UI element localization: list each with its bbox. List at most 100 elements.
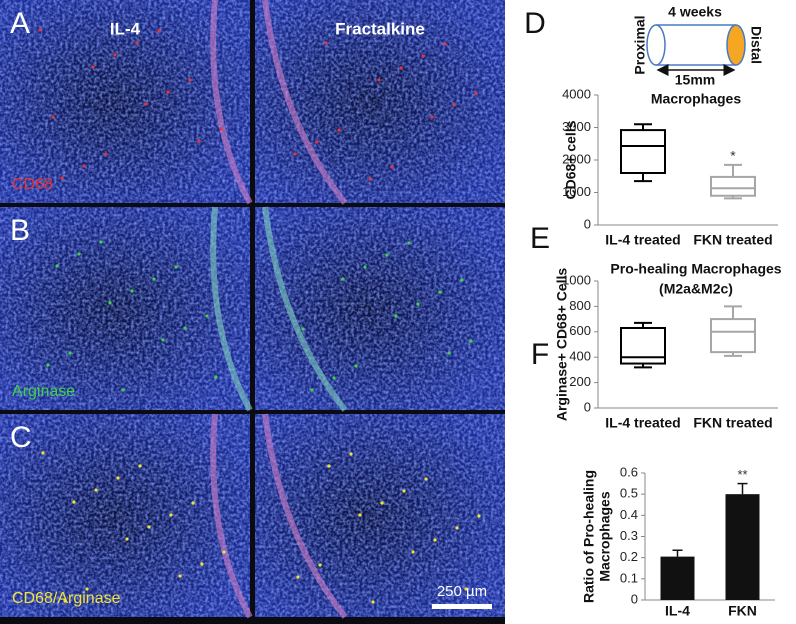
stain-label: CD68/Arginase	[12, 590, 121, 607]
y-tick-label: 800	[569, 298, 591, 313]
stain-dot	[222, 550, 226, 554]
stain-dot	[315, 140, 319, 144]
stain-dot	[301, 327, 305, 331]
stain-label: CD68	[12, 176, 53, 193]
stain-dot	[363, 265, 367, 269]
stain-dot	[416, 302, 420, 306]
stain-dot	[77, 252, 81, 256]
stain-dot	[296, 575, 300, 579]
y-axis-label: CD68+ cells	[563, 120, 579, 199]
stain-dot	[354, 364, 358, 368]
y-axis-label: Arginase+ CD68+ Cells	[554, 268, 570, 422]
stain-dot	[94, 488, 98, 492]
stain-dot	[60, 176, 64, 180]
stain-dot	[368, 177, 372, 181]
stain-dot	[390, 165, 394, 169]
stain-dot	[166, 90, 170, 94]
stain-dot	[68, 351, 72, 355]
stain-dot	[72, 500, 76, 504]
stain-dot	[377, 78, 381, 82]
proximal-label: Proximal	[632, 15, 648, 74]
stain-dot	[46, 363, 50, 367]
stain-dot	[402, 489, 406, 493]
tube-end	[646, 24, 666, 66]
column-label: Fractalkine	[335, 19, 425, 38]
nerve-diagram: D 4 weeks Proximal Distal 15mm	[524, 4, 764, 88]
stain-dot	[293, 152, 297, 156]
y-tick-label: 0.2	[620, 549, 638, 564]
panel-letter: F	[531, 338, 549, 371]
tissue-edge	[210, 0, 253, 205]
stain-dot	[433, 538, 437, 542]
stain-dot	[135, 41, 139, 45]
stain-dot	[474, 91, 478, 95]
stain-dot	[380, 501, 384, 505]
y-tick-label: 2000	[562, 151, 591, 166]
stain-dot	[337, 128, 341, 132]
stain-label: Arginase	[12, 383, 75, 400]
significance: **	[737, 467, 747, 482]
stain-dot	[200, 562, 204, 566]
chart-title: Pro-healing Macrophages	[610, 261, 781, 277]
micrograph-texture	[255, 207, 505, 410]
stain-dot	[399, 66, 403, 70]
stain-dot	[161, 338, 165, 342]
y-tick-label: 0	[584, 216, 591, 231]
stain-dot	[116, 476, 120, 480]
tube-end	[726, 24, 746, 66]
distal-label: Distal	[748, 26, 764, 64]
box	[620, 129, 666, 175]
y-tick-label: 200	[569, 374, 591, 389]
stain-dot	[108, 301, 112, 305]
stain-dot	[104, 152, 108, 156]
stain-dot	[464, 587, 468, 591]
stain-dot	[191, 501, 195, 505]
tissue-edge	[262, 206, 348, 412]
stain-dot	[152, 277, 156, 281]
tissue-edge	[210, 206, 253, 412]
x-tick-label: IL-4	[665, 603, 690, 619]
stain-dot	[51, 115, 55, 119]
stain-dot	[125, 537, 129, 541]
stain-dot	[55, 264, 59, 268]
scale-bar	[432, 604, 492, 609]
micrograph-texture	[0, 0, 250, 203]
micrograph-texture	[0, 207, 250, 410]
stain-dot	[318, 563, 322, 567]
panel-letter: A	[10, 7, 30, 40]
box	[710, 175, 756, 197]
y-tick-label: 4000	[562, 86, 591, 101]
stain-dot	[421, 54, 425, 58]
stain-dot	[205, 314, 209, 318]
y-tick-label: 600	[569, 323, 591, 338]
stain-dot	[174, 265, 178, 269]
stain-dot	[147, 525, 151, 529]
stain-dot	[219, 127, 223, 131]
x-tick-label: IL-4 treated	[605, 232, 680, 248]
stain-dot	[183, 326, 187, 330]
stain-dot	[63, 599, 67, 603]
stain-dot	[91, 65, 95, 69]
stain-dot	[169, 513, 173, 517]
stain-dot	[452, 103, 456, 107]
micrograph-texture	[255, 0, 505, 203]
x-tick-label: IL-4 treated	[605, 415, 680, 431]
y-tick-label: 0.5	[620, 486, 638, 501]
y-tick-label: 0.6	[620, 464, 638, 479]
length-label: 15mm	[675, 72, 715, 88]
y-tick-label: 400	[569, 349, 591, 364]
stain-dot	[121, 388, 125, 392]
stain-dot	[477, 514, 481, 518]
box	[620, 326, 666, 365]
tissue-edge	[210, 413, 253, 619]
stain-dot	[214, 375, 218, 379]
stain-dot	[438, 290, 442, 294]
panel-letter: E	[530, 222, 550, 255]
stain-dot	[99, 240, 103, 244]
stain-dot	[332, 376, 336, 380]
stain-dot	[385, 253, 389, 257]
stain-dot	[324, 41, 328, 45]
x-tick-label: FKN	[728, 603, 757, 619]
stain-dot	[113, 53, 117, 57]
stain-dot	[310, 388, 314, 392]
